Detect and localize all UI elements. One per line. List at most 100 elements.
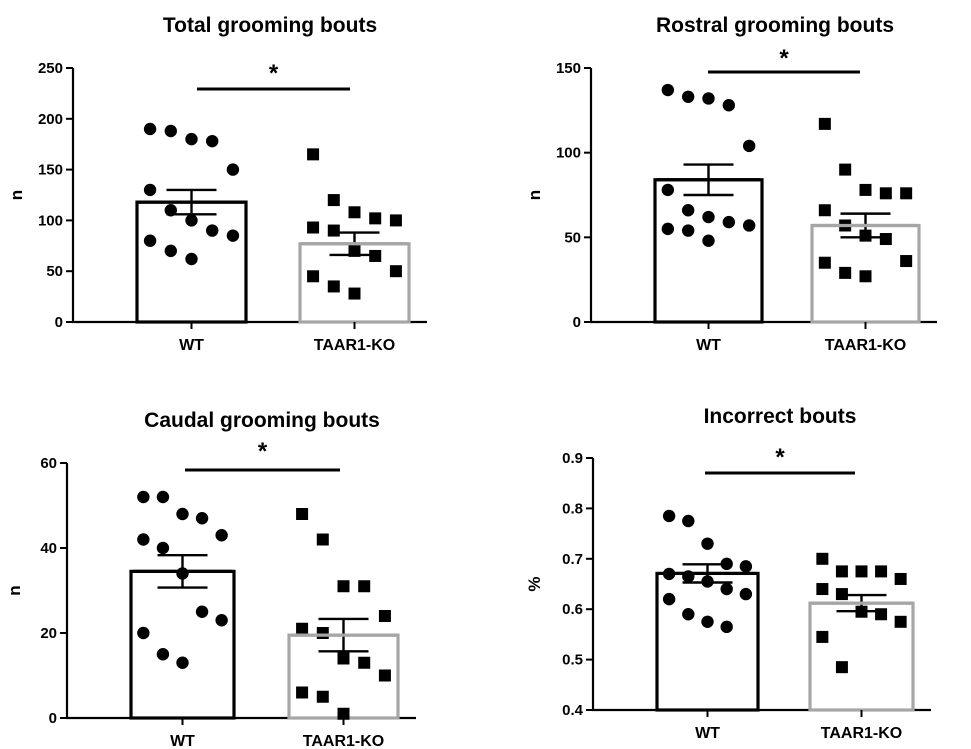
data-point-taar1-ko	[296, 508, 309, 520]
bar-wt	[653, 178, 764, 324]
data-point-wt	[195, 605, 209, 618]
y-axis-label: %	[525, 576, 544, 591]
chart-panel: Incorrect bouts% 0.4 0.5 0.6 0.7 0.8 0.9 WT TAAR…	[525, 405, 931, 742]
y-tick-label: 20	[40, 625, 57, 642]
significance-marker: *	[269, 60, 279, 87]
significance-marker: *	[779, 45, 789, 72]
chart-panel: Caudal grooming bouts n 0 20 40 60 WT TAAR1-KO *	[5, 409, 416, 749]
data-point-taar1-ko	[327, 224, 340, 237]
data-point-wt	[143, 122, 157, 136]
data-point-wt	[722, 99, 736, 112]
data-point-wt	[143, 183, 157, 197]
data-point-wt	[661, 222, 675, 236]
y-tick-label: 250	[38, 60, 63, 77]
data-point-taar1-ko	[835, 565, 848, 578]
chart-title: Caudal grooming bouts	[144, 409, 380, 432]
data-point-wt	[681, 90, 695, 103]
y-tick-label: 150	[556, 60, 581, 77]
data-point-taar1-ko	[316, 627, 329, 639]
data-point-taar1-ko	[839, 163, 852, 176]
data-point-wt	[176, 656, 189, 669]
y-tick-label: 150	[38, 162, 63, 179]
data-point-taar1-ko	[835, 661, 848, 674]
data-point-taar1-ko	[307, 221, 320, 234]
data-point-taar1-ko	[818, 117, 831, 130]
data-point-taar1-ko	[327, 280, 340, 293]
y-tick-label: 40	[40, 540, 57, 557]
significance-marker: *	[258, 438, 268, 465]
y-tick-label: 0.8	[562, 500, 583, 517]
data-point-taar1-ko	[894, 615, 907, 628]
data-point-wt	[682, 514, 695, 528]
data-point-taar1-ko	[389, 214, 402, 227]
chart-title: Rostral grooming bouts	[656, 14, 894, 37]
y-tick-label: 0	[49, 710, 57, 727]
data-point-wt	[702, 210, 715, 224]
data-point-wt	[226, 163, 240, 176]
y-tick-label: 50	[46, 263, 63, 280]
y-tick-label: 50	[564, 229, 581, 246]
data-point-taar1-ko	[316, 690, 329, 703]
data-point-taar1-ko	[816, 630, 829, 643]
data-point-wt	[739, 560, 753, 573]
data-point-wt	[206, 134, 219, 148]
y-tick-label: 0.4	[562, 702, 584, 719]
data-point-wt	[742, 219, 756, 232]
data-point-wt	[185, 132, 198, 146]
data-point-wt	[701, 537, 714, 550]
data-point-taar1-ko	[296, 686, 309, 699]
data-point-wt	[215, 614, 228, 627]
data-point-taar1-ko	[369, 212, 382, 225]
data-point-taar1-ko	[900, 187, 913, 200]
y-tick-label: 200	[38, 111, 63, 128]
data-point-wt	[156, 541, 170, 555]
x-tick-label: WT	[695, 725, 720, 742]
data-point-wt	[215, 529, 228, 542]
x-tick-label: WT	[170, 733, 195, 749]
data-point-wt	[662, 509, 676, 523]
data-point-wt	[742, 139, 756, 153]
data-point-wt	[226, 229, 240, 242]
data-point-wt	[661, 183, 675, 197]
y-tick-label: 0.6	[562, 601, 583, 618]
y-tick-label: 0.5	[562, 652, 583, 669]
data-point-taar1-ko	[337, 580, 350, 593]
y-tick-label: 0	[55, 314, 63, 331]
data-point-wt	[720, 582, 733, 596]
data-point-taar1-ko	[900, 255, 913, 268]
data-point-taar1-ko	[307, 148, 320, 161]
data-point-wt	[137, 490, 150, 504]
data-point-wt	[195, 512, 209, 525]
data-point-taar1-ko	[818, 256, 831, 269]
data-point-taar1-ko	[816, 552, 829, 565]
x-tick-label: TAAR1-KO	[303, 733, 384, 749]
data-point-taar1-ko	[839, 266, 852, 279]
data-point-wt	[156, 648, 170, 661]
chart-panel: Rostral grooming bouts n 0 50 100 150 WT TAAR1-…	[525, 14, 937, 354]
data-point-wt	[702, 92, 715, 105]
data-point-wt	[701, 615, 714, 628]
data-point-taar1-ko	[316, 533, 329, 546]
y-tick-label: 0.7	[562, 551, 583, 568]
y-tick-label: 60	[40, 455, 57, 472]
x-tick-label: WT	[696, 337, 721, 354]
data-point-taar1-ko	[875, 565, 888, 578]
data-point-wt	[661, 83, 675, 97]
data-point-taar1-ko	[855, 565, 868, 578]
data-point-wt	[702, 234, 715, 247]
data-point-taar1-ko	[879, 233, 892, 246]
data-point-wt	[176, 507, 189, 521]
data-point-taar1-ko	[879, 187, 892, 200]
chart-title: Total grooming bouts	[163, 14, 377, 37]
x-tick-label: TAAR1-KO	[314, 337, 395, 354]
chart-panel: Total grooming bouts n 0 50 100 150 200 250 WT TA…	[7, 14, 427, 354]
y-axis-label: n	[7, 190, 26, 200]
data-point-taar1-ko	[348, 206, 361, 219]
data-point-wt	[662, 592, 676, 606]
data-point-wt	[164, 244, 177, 258]
data-point-wt	[143, 234, 157, 247]
y-tick-label: 0.9	[562, 450, 583, 467]
significance-marker: *	[775, 444, 785, 471]
data-point-taar1-ko	[894, 572, 907, 585]
bar-wt	[129, 569, 236, 720]
